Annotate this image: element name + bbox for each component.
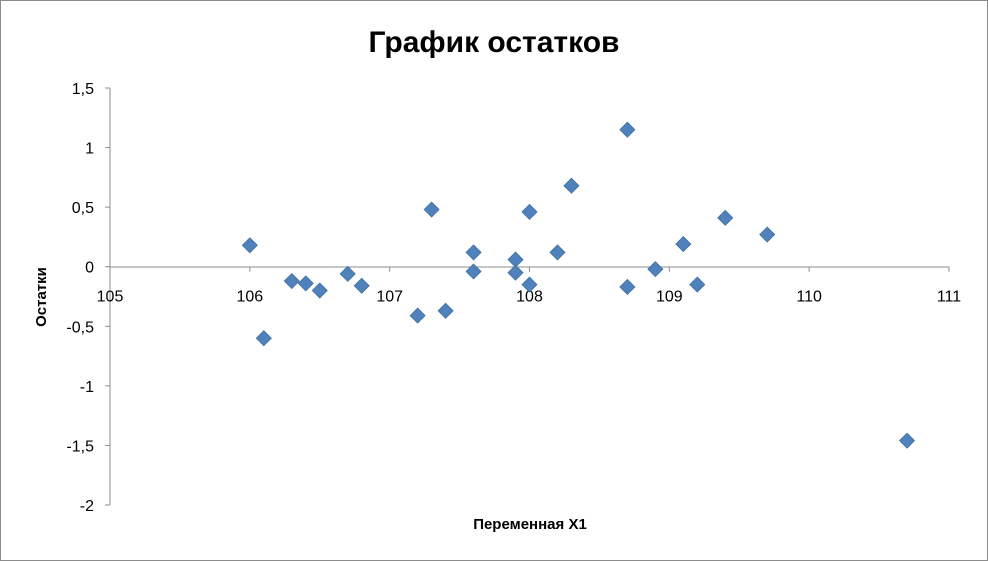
data-point bbox=[898, 432, 916, 449]
data-point bbox=[255, 330, 272, 347]
data-point bbox=[465, 263, 482, 280]
y-ticks: 1,5 1 0,5 0 -0,5 -1 -1,5 -2 bbox=[66, 81, 110, 515]
x-tick-label: 105 bbox=[97, 289, 124, 306]
data-point bbox=[563, 177, 580, 194]
y-axis-label: Остатки bbox=[33, 267, 50, 327]
y-tick-label: -0,5 bbox=[66, 319, 94, 336]
x-tick-label: 107 bbox=[376, 289, 403, 306]
data-point bbox=[521, 276, 538, 293]
y-tick-label: -2 bbox=[80, 498, 94, 515]
data-points bbox=[241, 121, 916, 449]
data-point bbox=[619, 121, 636, 138]
y-tick-label: 1 bbox=[85, 141, 94, 158]
x-tick-label: 111 bbox=[937, 289, 961, 306]
x-tick-label: 109 bbox=[656, 289, 683, 306]
x-axis-label: Переменная X1 bbox=[473, 516, 587, 533]
data-point bbox=[339, 265, 356, 282]
data-point bbox=[619, 278, 636, 296]
data-point bbox=[241, 237, 258, 254]
y-tick-label: -1,5 bbox=[66, 438, 94, 455]
data-point bbox=[675, 236, 692, 253]
x-ticks: 105 106 107 108 109 110 111 bbox=[97, 266, 961, 306]
y-tick-label: 1,5 bbox=[72, 81, 94, 98]
y-tick-label: 0,5 bbox=[72, 200, 94, 217]
data-point bbox=[353, 277, 370, 294]
data-point bbox=[423, 201, 440, 218]
x-tick-label: 110 bbox=[796, 289, 822, 306]
data-point bbox=[647, 261, 664, 278]
data-point bbox=[759, 226, 776, 243]
data-point bbox=[689, 276, 706, 293]
y-tick-label: 0 bbox=[85, 260, 94, 277]
chart-title: График остатков bbox=[369, 26, 620, 59]
data-point bbox=[297, 275, 314, 292]
data-point bbox=[311, 282, 328, 299]
y-tick-label: -1 bbox=[80, 379, 94, 396]
data-point bbox=[409, 307, 426, 324]
data-point bbox=[549, 244, 566, 261]
data-point bbox=[717, 209, 734, 226]
x-tick-label: 108 bbox=[516, 289, 543, 306]
data-point bbox=[437, 302, 454, 319]
data-point bbox=[521, 203, 538, 220]
data-point bbox=[465, 244, 482, 261]
data-point bbox=[283, 272, 300, 290]
x-tick-label: 106 bbox=[236, 289, 263, 306]
data-point bbox=[507, 264, 524, 281]
